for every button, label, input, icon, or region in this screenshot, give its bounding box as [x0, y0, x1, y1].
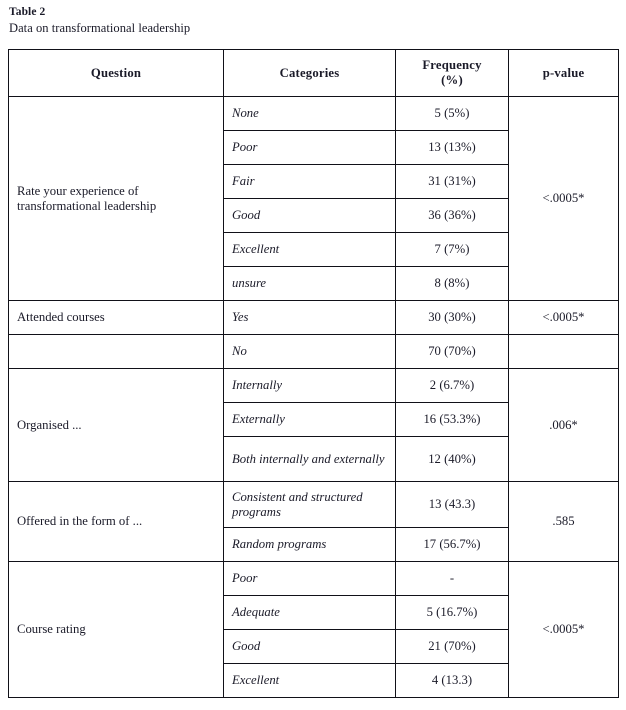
table-row: Poor 13 (13%) [9, 130, 619, 165]
table-row: Good 36 (36%) [9, 198, 619, 233]
category-cell: Excellent [223, 663, 396, 698]
question-cell-attended-courses: Attended courses [8, 300, 224, 335]
pvalue-cell-organised: .006* [508, 368, 619, 482]
column-header-frequency-line2: (%) [441, 73, 463, 87]
category-cell: No [223, 334, 396, 369]
pvalue-cell-empty [508, 334, 619, 369]
category-cell: Fair [223, 164, 396, 199]
table-row: Offered in the form of ... Consistent an… [8, 481, 619, 562]
column-header-categories: Categories [223, 49, 396, 97]
table-row: Excellent 4 (13.3) [9, 663, 619, 698]
frequency-cell: 12 (40%) [395, 436, 509, 482]
table-row: unsure 8 (8%) [9, 266, 619, 301]
frequency-cell: - [395, 561, 509, 596]
frequency-cell: 13 (43.3) [395, 481, 509, 528]
table-row: Both internally and externally 12 (40%) [9, 436, 619, 482]
category-cell: Random programs [223, 527, 396, 562]
category-cell: unsure [223, 266, 396, 301]
pvalue-cell-attended-courses: <.0005* [508, 300, 619, 335]
pvalue-cell-rate-experience: <.0005* [508, 96, 619, 301]
category-cell: Poor [223, 561, 396, 596]
question-cell-empty [8, 334, 224, 369]
table-row: Organised ... Internally 2 (6.7%) .006* [8, 368, 619, 482]
transformational-leadership-table: Question Categories Frequency (%) p-valu… [8, 49, 619, 698]
category-cell: Internally [223, 368, 396, 403]
column-header-pvalue: p-value [508, 49, 619, 97]
table-row: Attended courses Yes 30 (30%) <.0005* [8, 300, 619, 335]
question-cell-course-rating: Course rating [8, 561, 224, 698]
frequency-cell: 2 (6.7%) [395, 368, 509, 403]
frequency-cell: 5 (16.7%) [395, 595, 509, 630]
table-row: No 70 (70%) [8, 334, 619, 369]
frequency-cell: 7 (7%) [395, 232, 509, 267]
column-header-question: Question [8, 49, 224, 97]
frequency-cell: 70 (70%) [395, 334, 509, 369]
table-caption-text: Data on transformational leadership [9, 21, 191, 35]
column-header-frequency-line1: Frequency [422, 58, 482, 72]
category-cell: Good [223, 629, 396, 664]
table-row: Excellent 7 (7%) [9, 232, 619, 267]
category-cell: Poor [223, 130, 396, 165]
table-body: Rate your experience of transformational… [8, 96, 619, 698]
table-row: Rate your experience of transformational… [8, 96, 619, 301]
category-cell: Excellent [223, 232, 396, 267]
frequency-cell: 17 (56.7%) [395, 527, 509, 562]
table-row: Adequate 5 (16.7%) [9, 595, 619, 630]
category-cell: Good [223, 198, 396, 233]
column-header-frequency: Frequency (%) [395, 49, 509, 97]
category-cell: None [223, 96, 396, 131]
pvalue-cell-course-rating: <.0005* [508, 561, 619, 698]
pvalue-cell-offered-form: .585 [508, 481, 619, 562]
table-header-row: Question Categories Frequency (%) p-valu… [8, 49, 619, 97]
frequency-cell: 31 (31%) [395, 164, 509, 199]
category-cell: Consistent and structured programs [223, 481, 396, 528]
category-cell: Yes [223, 300, 396, 335]
table-container: Question Categories Frequency (%) p-valu… [8, 49, 619, 698]
table-caption: Table 2 Data on transformational leaders… [0, 0, 626, 37]
frequency-cell: 21 (70%) [395, 629, 509, 664]
frequency-cell: 16 (53.3%) [395, 402, 509, 437]
category-cell: Both internally and externally [223, 436, 396, 482]
frequency-cell: 4 (13.3) [395, 663, 509, 698]
table-row: Random programs 17 (56.7%) [9, 527, 619, 562]
table-row: Course rating Poor - <.0005* [8, 561, 619, 698]
category-cell: Externally [223, 402, 396, 437]
frequency-cell: 36 (36%) [395, 198, 509, 233]
question-cell-organised: Organised ... [8, 368, 224, 482]
frequency-cell: 30 (30%) [395, 300, 509, 335]
table-header: Question Categories Frequency (%) p-valu… [8, 49, 619, 97]
frequency-cell: 5 (5%) [395, 96, 509, 131]
frequency-cell: 8 (8%) [395, 266, 509, 301]
question-cell-rate-experience: Rate your experience of transformational… [8, 96, 224, 301]
table-caption-label: Table 2 [9, 6, 46, 18]
table-row: Externally 16 (53.3%) [9, 402, 619, 437]
question-cell-offered-form: Offered in the form of ... [8, 481, 224, 562]
category-cell: Adequate [223, 595, 396, 630]
frequency-cell: 13 (13%) [395, 130, 509, 165]
